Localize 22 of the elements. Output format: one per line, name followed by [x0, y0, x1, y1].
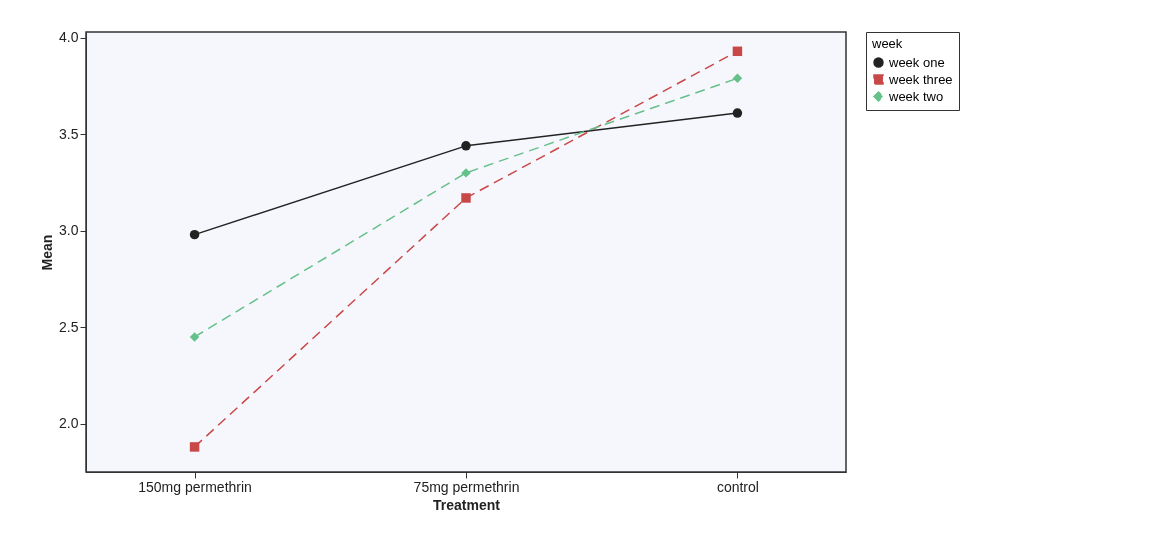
x-axis-title: Treatment [433, 496, 501, 513]
point [732, 73, 743, 84]
y-tick-label: 4.0 [59, 29, 79, 46]
y-tick-label: 3.5 [59, 125, 79, 142]
x-tick-label: 75mg permethrin [413, 478, 520, 495]
x-tick-label: 150mg permethrin [138, 478, 252, 495]
legend-label: week two [888, 88, 944, 104]
point [189, 332, 200, 342]
y-axis-title: Mean [39, 234, 56, 271]
y-tick-label: 2.0 [59, 415, 79, 432]
point [461, 193, 471, 203]
legend-label: week one [888, 54, 945, 70]
point [732, 108, 743, 118]
legend-title: week [871, 36, 903, 51]
point [189, 442, 200, 452]
point [732, 46, 743, 57]
legend-label: week three [888, 71, 953, 87]
y-tick-label: 3.0 [59, 222, 79, 239]
y-tick-label: 2.5 [59, 318, 79, 335]
x-tick-label: control [716, 478, 759, 495]
point [189, 229, 200, 240]
point [461, 141, 471, 151]
